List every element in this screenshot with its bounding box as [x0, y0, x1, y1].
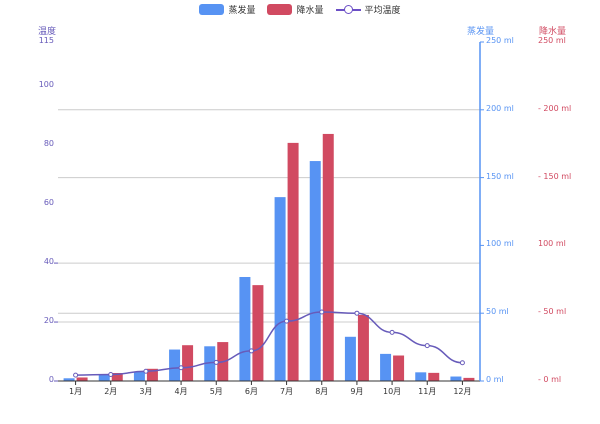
evaporation-bar	[274, 197, 286, 381]
temperature-point	[354, 310, 360, 316]
x-axis-label: 9月	[350, 387, 364, 396]
right-axis-evaporation-tick: 200 ml	[486, 103, 514, 113]
line-circle-icon	[335, 4, 361, 15]
right-axis-precipitation-tick: 100 ml	[538, 239, 566, 249]
x-axis-label: 11月	[418, 387, 437, 396]
temperature-point	[319, 309, 325, 315]
left-axis-name: 温度	[38, 27, 57, 37]
x-axis-label: 1月	[69, 387, 83, 396]
right-axis-evaporation-tick: 50 ml	[486, 307, 509, 317]
x-axis-label: 2月	[104, 387, 118, 396]
temperature-point	[73, 372, 79, 378]
precipitation-bar	[428, 372, 440, 381]
legend: 蒸发量 降水量 平均温度	[0, 3, 600, 16]
temperature-line	[75, 311, 463, 376]
x-axis-label: 5月	[209, 387, 223, 396]
right-axis-evaporation-tick: 150 ml	[486, 171, 514, 181]
x-axis-label: 10月	[382, 387, 402, 396]
left-axis-tick: 80	[43, 139, 54, 149]
temperature-point	[213, 359, 219, 365]
evaporation-bar	[415, 372, 427, 381]
x-axis-label: 7月	[280, 387, 294, 396]
precipitation-swatch-icon	[267, 4, 293, 15]
precipitation-bar	[393, 355, 405, 381]
legend-item-evaporation[interactable]: 蒸发量	[199, 3, 255, 16]
temperature-point	[248, 348, 254, 354]
left-axis-tick: 60	[43, 198, 54, 208]
right-axis-precipitation-name: 降水量	[539, 27, 567, 37]
temperature-point	[389, 329, 395, 335]
right-axis-evaporation-tick: 0 ml	[486, 375, 504, 384]
right-axis-precipitation-tick: 250 ml	[538, 36, 566, 45]
legend-label: 降水量	[296, 6, 324, 16]
evaporation-bar	[63, 378, 75, 381]
left-axis-tick: 40	[43, 257, 54, 267]
x-axis-label: 4月	[174, 387, 188, 396]
right-axis-precipitation-tick: - 150 ml	[538, 171, 572, 181]
precipitation-bar	[252, 285, 264, 381]
temperature-point	[284, 318, 290, 324]
x-axis-label: 8月	[315, 387, 329, 396]
legend-item-temperature[interactable]: 平均温度	[335, 3, 401, 16]
temperature-point	[178, 365, 184, 371]
evaporation-bar	[169, 349, 181, 381]
precipitation-bar	[357, 314, 369, 381]
legend-label: 蒸发量	[228, 6, 256, 16]
x-axis-label: 3月	[139, 387, 153, 396]
right-axis-precipitation-tick: - 200 ml	[538, 103, 572, 113]
precipitation-bar	[146, 368, 158, 381]
right-axis-precipitation-tick: - 50 ml	[538, 307, 567, 317]
evaporation-bar	[204, 346, 216, 381]
temperature-point	[424, 343, 430, 349]
legend-label: 平均温度	[364, 6, 401, 16]
left-axis-tick: 20	[43, 316, 54, 326]
precipitation-bar	[76, 377, 88, 381]
evaporation-bar	[133, 371, 145, 381]
evaporation-bar	[380, 353, 392, 381]
evaporation-swatch-icon	[199, 4, 225, 15]
evaporation-bar	[98, 374, 110, 381]
left-axis-tick: 115	[38, 36, 54, 45]
precipitation-bar	[322, 133, 334, 381]
legend-item-precipitation[interactable]: 降水量	[267, 3, 324, 16]
precipitation-bar	[463, 377, 475, 381]
left-axis-tick: 0	[48, 375, 54, 384]
precipitation-bar	[287, 142, 299, 381]
x-axis-label: 12月	[453, 387, 472, 396]
evaporation-bar	[344, 336, 356, 381]
right-axis-evaporation-tick: 250 ml	[486, 36, 514, 45]
right-axis-evaporation-name: 蒸发量	[467, 27, 495, 37]
evaporation-bar	[239, 276, 251, 381]
evaporation-bar	[309, 161, 321, 381]
temperature-point	[108, 372, 114, 378]
left-axis-tick: 100	[38, 80, 54, 90]
temperature-point	[143, 368, 149, 374]
x-axis-label: 6月	[244, 387, 258, 396]
temperature-point	[459, 360, 465, 366]
evaporation-bar	[450, 376, 462, 381]
precipitation-bar	[111, 372, 123, 381]
right-axis-evaporation-tick: 100 ml	[486, 239, 514, 249]
right-axis-precipitation-tick: - 0 ml	[538, 375, 562, 384]
precipitation-bar	[182, 345, 194, 381]
